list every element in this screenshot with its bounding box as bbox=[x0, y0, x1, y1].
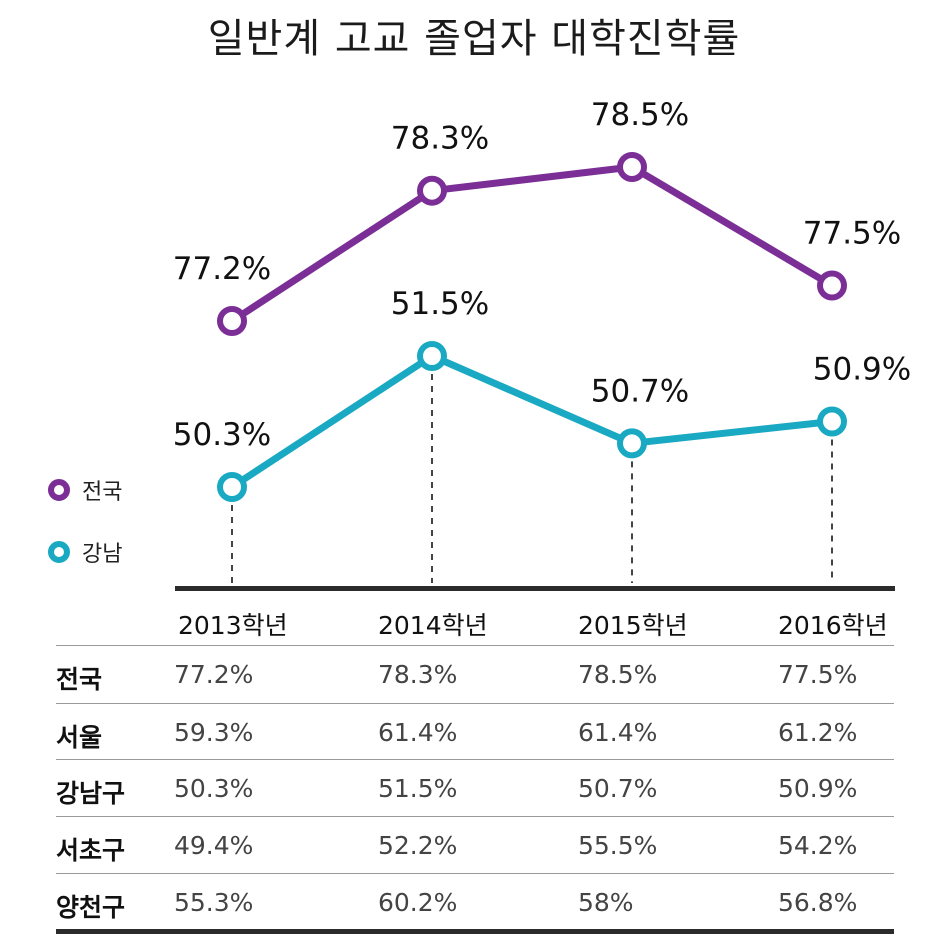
data-label: 50.9% bbox=[813, 352, 911, 388]
data-point bbox=[617, 428, 647, 459]
data-point bbox=[417, 341, 447, 371]
table-cell: 49.4% bbox=[174, 831, 254, 860]
table-cell: 50.9% bbox=[778, 774, 858, 803]
line-chart: 77.2% 78.3% 78.5% 77.5% 50.3% 51.5% 50.7% 50.9% bbox=[173, 97, 911, 583]
data-label: 50.7% bbox=[591, 373, 689, 409]
column-header: 2015학년 bbox=[578, 611, 688, 640]
row-divider bbox=[56, 759, 894, 760]
table-cell: 54.2% bbox=[778, 831, 858, 860]
table-cell: 78.3% bbox=[378, 660, 458, 689]
row-label: 양천구 bbox=[56, 893, 126, 922]
table-cell: 51.5% bbox=[378, 774, 458, 803]
table-cell: 55.5% bbox=[578, 831, 658, 860]
column-header: 2016학년 bbox=[778, 611, 888, 640]
row-divider bbox=[56, 645, 894, 646]
row-divider bbox=[56, 816, 894, 817]
table-row: 강남구 50.3% 51.5% 50.7% 50.9% bbox=[0, 762, 948, 817]
table-cell: 60.2% bbox=[378, 888, 458, 917]
column-header: 2013학년 bbox=[178, 611, 288, 640]
chart-title: 일반계 고교 졸업자 대학진학률 bbox=[207, 16, 741, 62]
row-divider bbox=[56, 703, 894, 704]
data-point bbox=[217, 472, 247, 502]
series-line bbox=[230, 163, 834, 324]
table-cell: 77.5% bbox=[778, 660, 858, 689]
table-cell: 61.4% bbox=[578, 718, 658, 747]
table-row: 서울 59.3% 61.4% 61.4% 61.2% bbox=[0, 706, 948, 761]
column-header: 2014학년 bbox=[378, 611, 488, 640]
table-cell: 50.7% bbox=[578, 774, 658, 803]
table-top-rule bbox=[175, 586, 895, 591]
data-point bbox=[417, 175, 447, 206]
national-marker-icon bbox=[48, 479, 70, 501]
table-cell: 50.3% bbox=[174, 774, 254, 803]
legend-gangnam: 강남 bbox=[48, 536, 122, 568]
data-label: 77.2% bbox=[173, 251, 271, 287]
data-point bbox=[817, 406, 847, 437]
legend-national-label: 전국 bbox=[82, 480, 123, 505]
legend-national: 전국 bbox=[48, 474, 122, 506]
table-cell: 78.5% bbox=[578, 660, 658, 689]
table-cell: 55.3% bbox=[174, 888, 254, 917]
table-bottom-rule bbox=[56, 929, 894, 934]
row-label: 서울 bbox=[56, 723, 103, 752]
row-label: 서초구 bbox=[56, 836, 126, 865]
data-label: 77.5% bbox=[803, 215, 901, 251]
table-cell: 52.2% bbox=[378, 831, 458, 860]
gangnam-marker-icon bbox=[48, 541, 70, 563]
table-cell: 59.3% bbox=[174, 718, 254, 747]
series-line bbox=[230, 352, 833, 490]
row-divider bbox=[56, 873, 894, 874]
data-label: 78.3% bbox=[391, 121, 489, 157]
data-label: 51.5% bbox=[391, 286, 489, 322]
table-row: 전국 77.2% 78.3% 78.5% 77.5% bbox=[0, 648, 948, 703]
data-label: 78.5% bbox=[591, 97, 689, 133]
data-label: 50.3% bbox=[173, 417, 271, 453]
table-cell: 56.8% bbox=[778, 888, 858, 917]
table-cell: 61.4% bbox=[378, 718, 458, 747]
table-cell: 77.2% bbox=[174, 660, 254, 689]
row-label: 전국 bbox=[56, 665, 103, 694]
table-row: 서초구 49.4% 52.2% 55.5% 54.2% bbox=[0, 819, 948, 874]
data-point bbox=[817, 270, 847, 301]
row-label: 강남구 bbox=[56, 779, 126, 808]
table-cell: 61.2% bbox=[778, 718, 858, 747]
table-cell: 58% bbox=[578, 888, 634, 917]
data-point bbox=[217, 306, 247, 336]
legend-gangnam-label: 강남 bbox=[82, 542, 123, 567]
table-row: 양천구 55.3% 60.2% 58% 56.8% bbox=[0, 876, 948, 931]
data-point bbox=[617, 152, 647, 182]
